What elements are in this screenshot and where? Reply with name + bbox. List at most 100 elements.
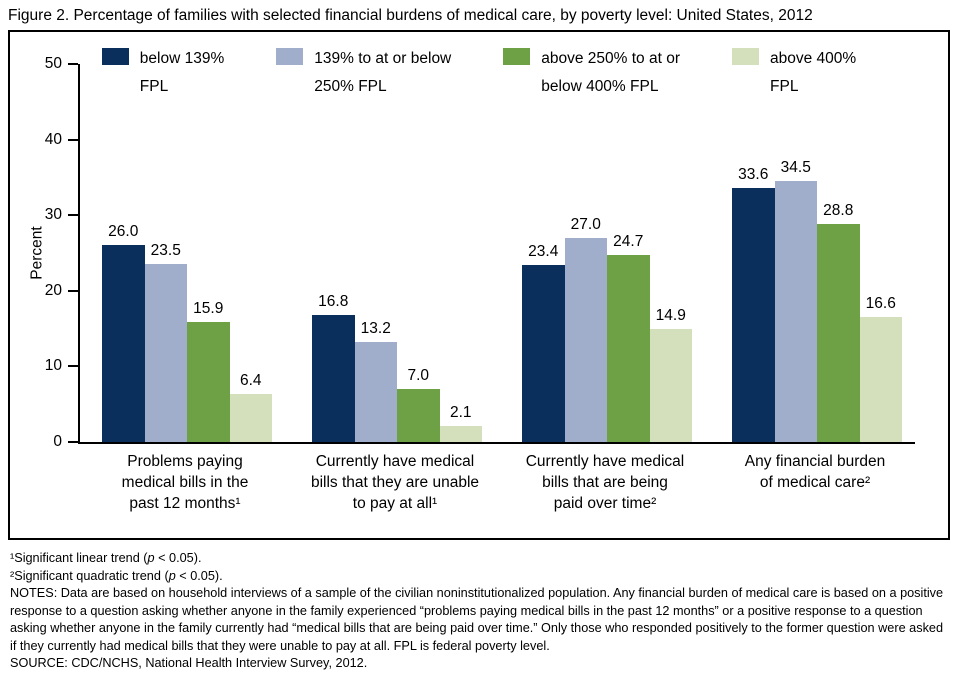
figure-title: Figure 2. Percentage of families with se… — [8, 7, 813, 24]
category-cell-2: Currently have medical bills that they a… — [310, 452, 480, 524]
category-cell-3: Currently have medical bills that are be… — [520, 452, 690, 524]
bar-slot: 23.4 — [522, 64, 565, 442]
bar-group-1: 26.0 23.5 15.9 6.4 — [102, 64, 272, 442]
plot-area: Percent 26.0 23.5 15.9 6.4 16.8 13.2 7.0 2.1 23.… — [29, 55, 915, 450]
bar — [397, 389, 440, 442]
bar-slot: 26.0 — [102, 64, 145, 442]
y-axis-title-box: Percent — [8, 64, 68, 442]
bar — [859, 316, 902, 442]
y-tick-label: 50 — [44, 55, 62, 72]
bar-slot: 13.2 — [354, 64, 397, 442]
y-tick-label: 0 — [53, 433, 62, 450]
footnote-block: ¹Significant linear trend (p < 0.05). ²S… — [10, 550, 952, 673]
legend-item-series-3: above 250% to at or below 400% FPL — [503, 45, 680, 101]
bar — [439, 426, 482, 442]
bar — [229, 393, 272, 442]
legend-swatch-icon — [732, 48, 760, 65]
y-tick-label: 10 — [44, 357, 62, 375]
bar-value-label: 16.8 — [318, 293, 349, 310]
legend-item-series-2: 139% to at or below 250% FPL — [276, 45, 451, 101]
y-tick-mark — [68, 63, 78, 65]
bar-slot: 23.5 — [144, 64, 187, 442]
bar-group-2: 16.8 13.2 7.0 2.1 — [312, 64, 482, 442]
legend-item-series-4: above 400% FPL — [732, 45, 856, 101]
footnote-2-text: ²Significant quadratic trend ( — [10, 568, 169, 583]
bar — [607, 255, 650, 442]
category-labels-row: Problems paying medical bills in the pas… — [78, 452, 915, 524]
y-tick-mark — [68, 214, 78, 217]
bar-slot: 16.6 — [859, 64, 902, 442]
bar-value-label: 7.0 — [407, 367, 430, 385]
footnote-2-p: p — [168, 568, 176, 583]
bar-value-label: 26.0 — [108, 223, 139, 241]
bar — [774, 181, 817, 442]
y-tick-mark — [68, 138, 78, 141]
bar-value-label: 23.4 — [528, 243, 559, 261]
legend-swatch-icon — [276, 48, 304, 65]
bar-slot: 33.6 — [732, 64, 775, 442]
bar-value-label: 28.8 — [823, 202, 854, 220]
bar-slot: 34.5 — [774, 64, 817, 442]
y-tick-label: 40 — [44, 130, 62, 148]
category-label: Problems paying medical bills in the pas… — [121, 453, 249, 512]
bar-slot: 7.0 — [397, 64, 440, 442]
bar-value-label: 27.0 — [570, 215, 601, 233]
bar-slot: 14.9 — [649, 64, 692, 442]
y-axis-title: Percent — [28, 226, 46, 280]
bar-slot: 6.4 — [229, 64, 272, 442]
bar — [732, 187, 775, 442]
bar-group-3: 23.4 27.0 24.7 14.9 — [522, 64, 692, 442]
bar-slot: 27.0 — [564, 64, 607, 442]
bar-value-label: 23.5 — [150, 242, 181, 260]
bar-slot: 16.8 — [312, 64, 355, 442]
bar-value-label: 13.2 — [360, 320, 391, 338]
bar-slot: 2.1 — [439, 64, 482, 442]
bar-value-label: 14.9 — [655, 307, 686, 325]
chart-frame: below 139% FPL 139% to at or below 250% F… — [8, 30, 950, 540]
y-tick-mark — [68, 289, 78, 292]
bar — [649, 329, 692, 442]
bar-value-label: 6.4 — [239, 371, 262, 389]
footnote-2: ²Significant quadratic trend (p < 0.05). — [10, 568, 952, 586]
category-label: Currently have medical bills that are be… — [525, 453, 685, 512]
legend-label: below 139% FPL — [139, 50, 225, 95]
bar — [312, 315, 355, 442]
bar-slot: 24.7 — [607, 64, 650, 442]
y-tick-mark — [68, 441, 78, 443]
legend-swatch-icon — [101, 48, 129, 65]
footnote-1-text: ¹Significant linear trend ( — [10, 551, 148, 565]
bar-value-label: 2.1 — [449, 404, 472, 422]
bar-groups: 26.0 23.5 15.9 6.4 16.8 13.2 7.0 2.1 23.4 27.0 24.… — [80, 64, 915, 442]
category-cell-4: Any financial burden of medical care² — [730, 452, 900, 524]
bar-group-4: 33.6 34.5 28.8 16.6 — [732, 64, 902, 442]
legend-label: above 400% FPL — [770, 50, 857, 95]
bar — [187, 321, 230, 442]
bar-value-label: 16.6 — [865, 294, 896, 312]
legend-label: 139% to at or below 250% FPL — [314, 50, 452, 95]
category-cell-1: Problems paying medical bills in the pas… — [100, 452, 270, 524]
category-label: Any financial burden of medical care² — [744, 453, 886, 491]
bar — [144, 264, 187, 442]
footnote-1-tail: < 0.05). — [154, 551, 202, 565]
category-label: Currently have medical bills that they a… — [310, 453, 480, 512]
chart-legend: below 139% FPL 139% to at or below 250% F… — [10, 45, 948, 101]
bar — [522, 265, 565, 442]
bar-value-label: 15.9 — [193, 299, 224, 317]
footnote-2-tail: < 0.05). — [175, 568, 223, 583]
legend-label: above 250% to at or below 400% FPL — [541, 50, 681, 95]
footnote-1: ¹Significant linear trend (p < 0.05). — [10, 550, 952, 568]
bar-slot: 28.8 — [817, 64, 860, 442]
bar — [354, 342, 397, 442]
bar — [817, 224, 860, 442]
bar — [102, 245, 145, 442]
source-text: SOURCE: CDC/NCHS, National Health Interv… — [10, 656, 368, 671]
y-tick-label: 30 — [44, 206, 62, 224]
notes-text: NOTES: Data are based on household inter… — [10, 586, 944, 653]
footnote-1-p: p — [147, 551, 155, 565]
bar-value-label: 34.5 — [780, 159, 811, 177]
bar-slot: 15.9 — [187, 64, 230, 442]
legend-swatch-icon — [503, 48, 531, 65]
bar-value-label: 24.7 — [613, 233, 644, 251]
legend-item-series-1: below 139% FPL — [101, 45, 225, 101]
